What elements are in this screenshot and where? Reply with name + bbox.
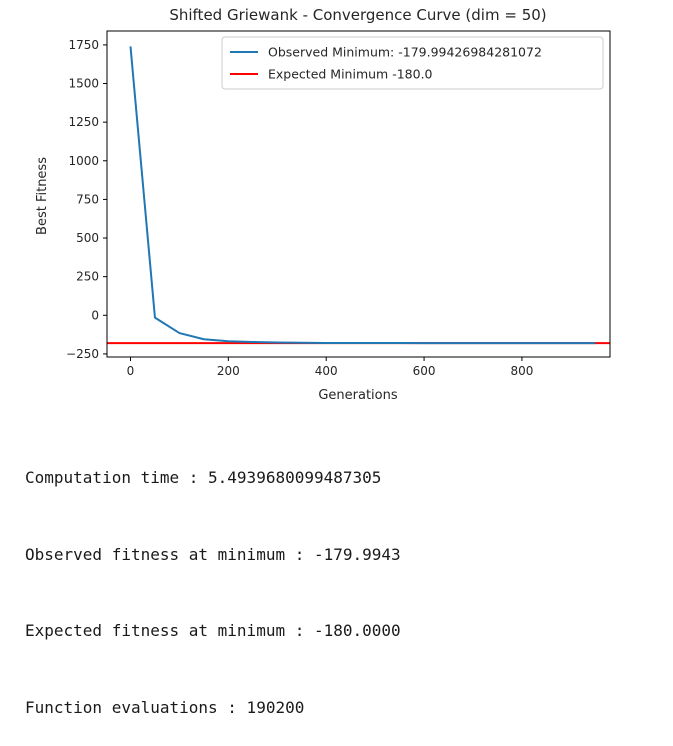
chart-title: Shifted Griewank - Convergence Curve (di… [169,6,546,24]
y-tick-label: 1500 [68,77,99,91]
legend-label: Observed Minimum: -179.99426984281072 [268,45,542,60]
axis-ticks: 0 200 400 600 800 −250 0 250 500 750 1000 1250 1500 1… [66,38,533,378]
convergence-chart: Shifted Griewank - Convergence Curve (di… [35,6,611,403]
y-tick-label: 250 [76,270,99,284]
x-tick-label: 600 [413,364,436,378]
legend: Observed Minimum: -179.99426984281072 Exp… [221,36,604,90]
x-tick-label: 800 [510,364,533,378]
x-tick-label: 200 [217,364,240,378]
x-axis-label: Generations [318,388,398,403]
y-tick-label: 1000 [68,154,99,168]
observed-minimum-series-line [129,46,596,345]
y-tick-label: 1250 [68,115,99,129]
expected-fitness-line: Expected fitness at minimum : -180.0000 [25,621,401,640]
y-tick-label: 0 [91,308,99,322]
y-tick-label: 500 [76,231,99,245]
y-tick-label: 750 [76,192,99,206]
computation-time-line: Computation time : 5.4939680099487305 [25,468,382,487]
observed-fitness-line: Observed fitness at minimum : -179.9943 [25,544,401,564]
x-tick-label: 400 [315,364,338,378]
y-tick-label: −250 [66,347,99,361]
legend-box [221,36,604,90]
y-tick-label: 1750 [68,38,99,52]
function-evaluations-line: Function evaluations : 190200 [25,697,305,717]
legend-label: Expected Minimum -180.0 [268,67,433,82]
console-output: Computation time : 5.4939680099487305 Ob… [25,414,401,746]
plot-frame [106,30,611,358]
x-tick-label: 0 [127,364,135,378]
y-axis-label: Best Fitness [35,157,50,235]
